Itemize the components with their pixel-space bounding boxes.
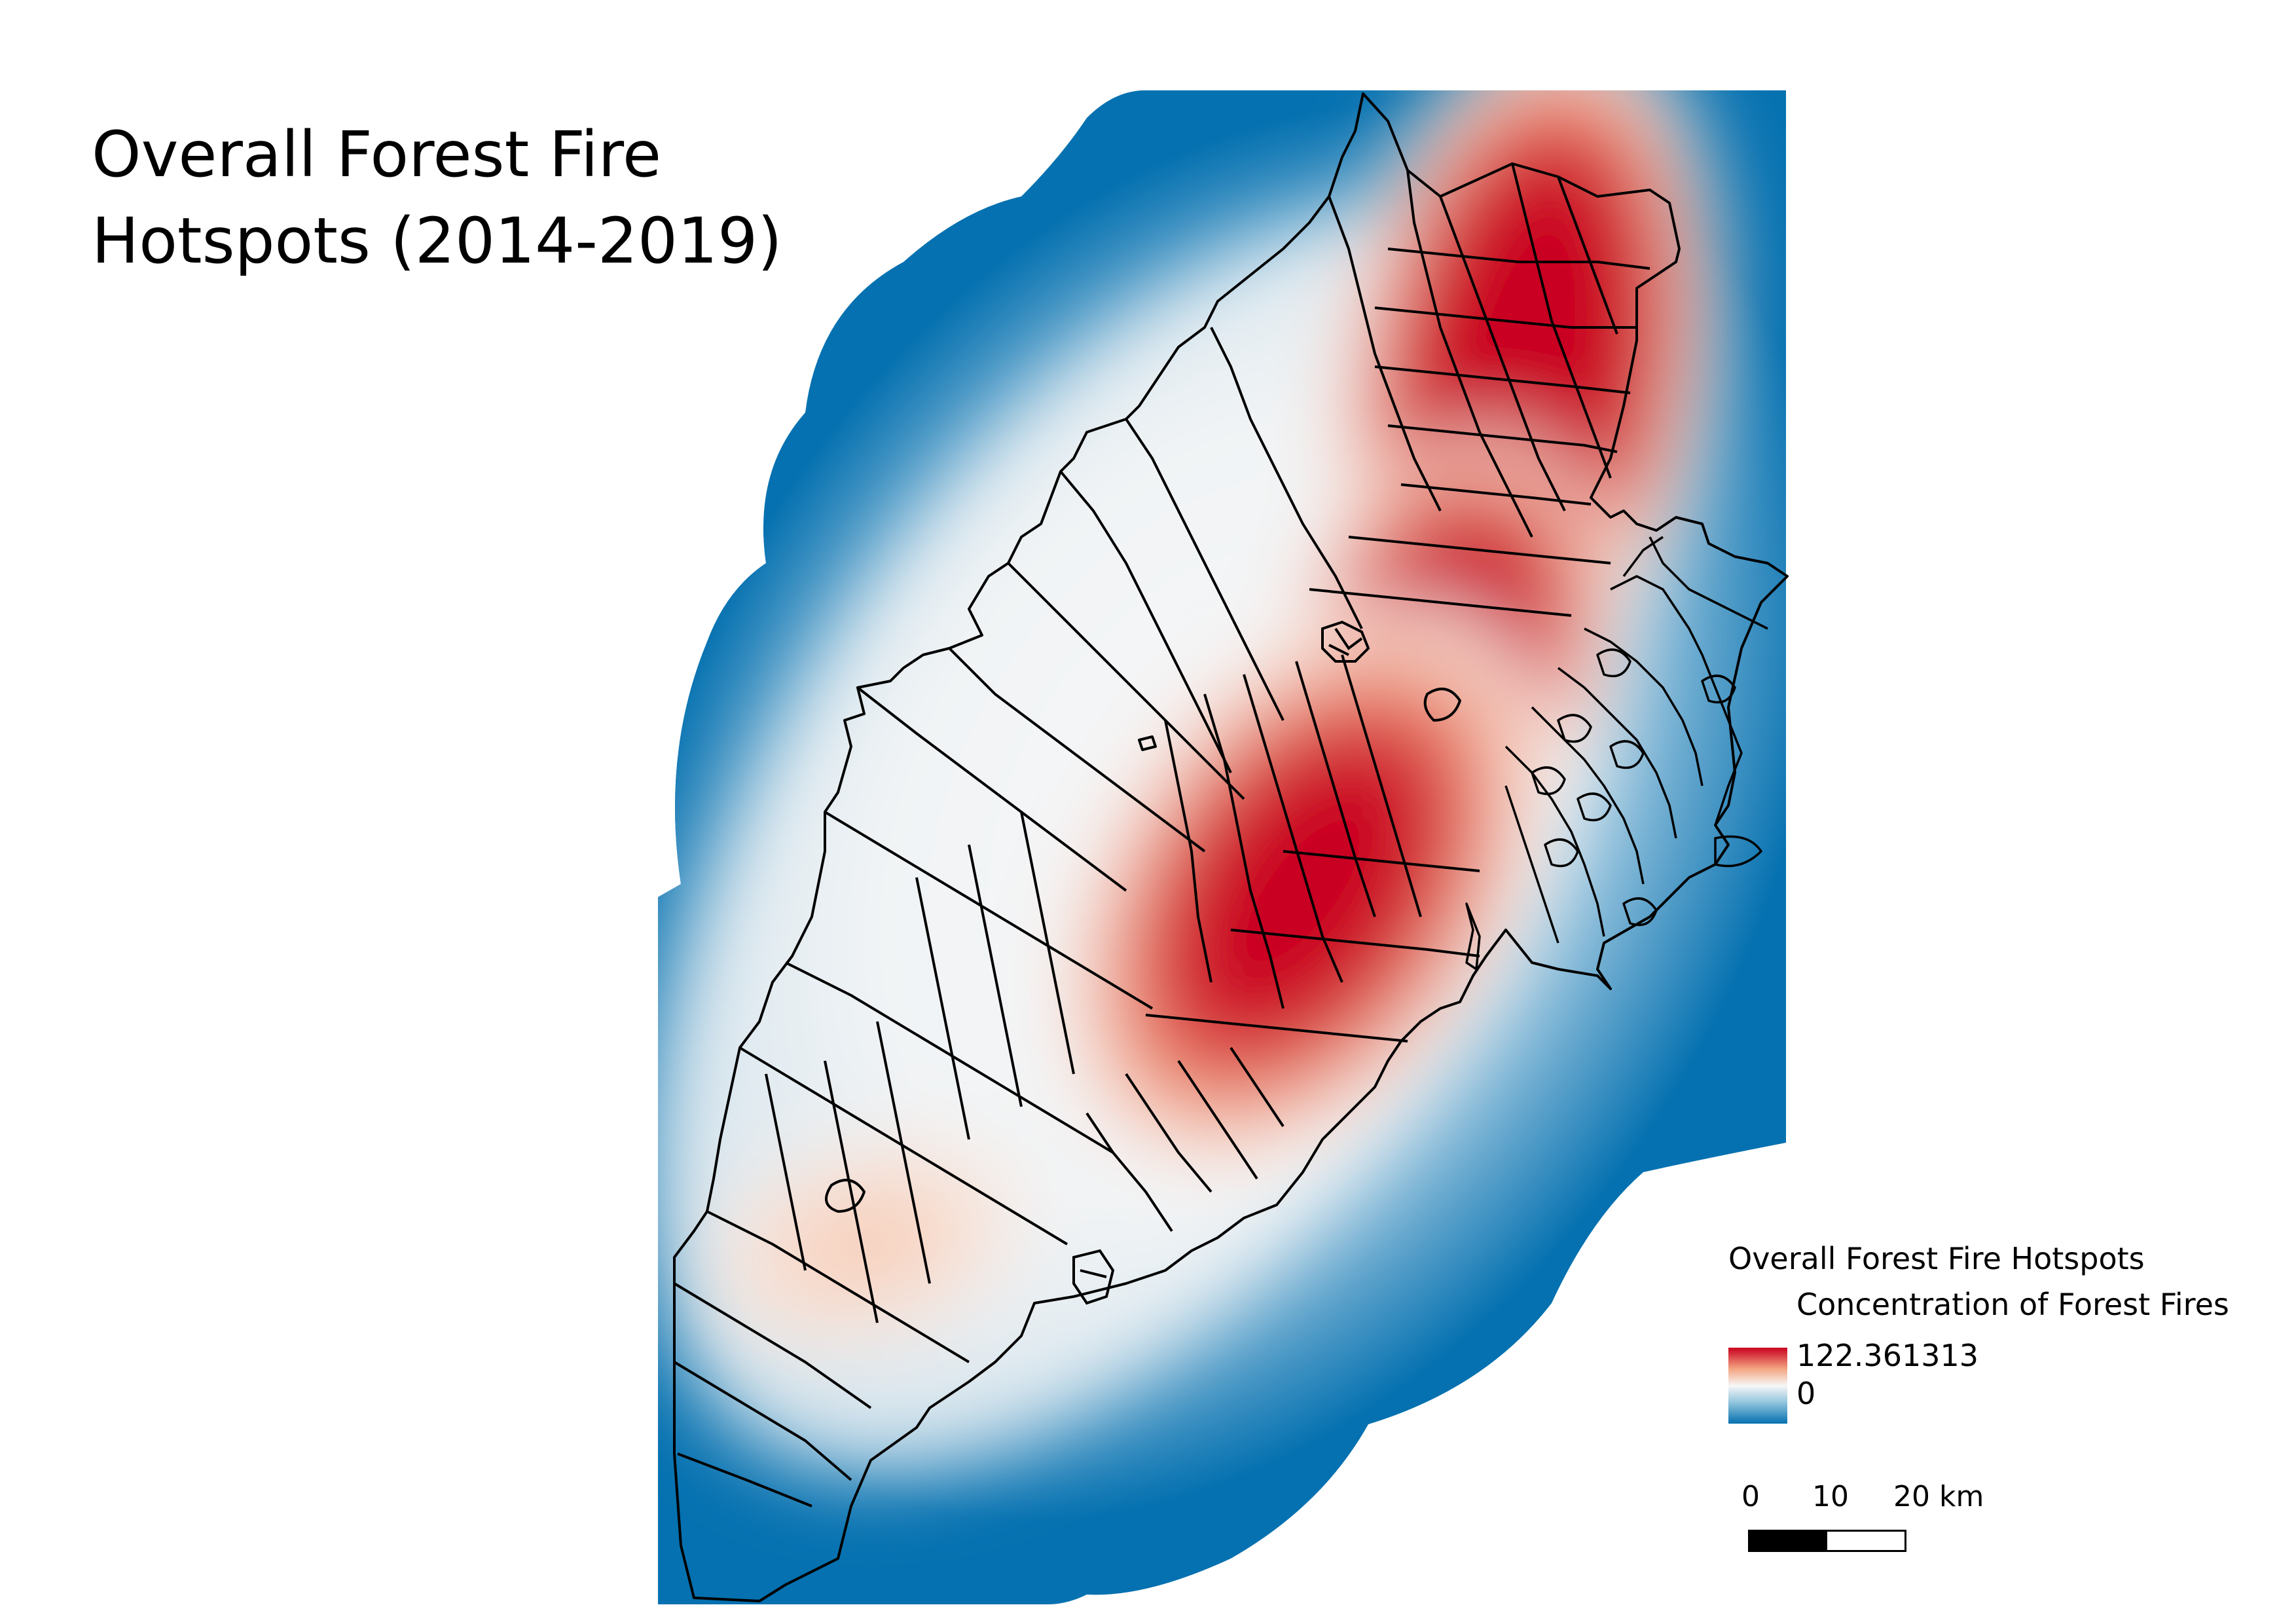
legend-band-name: Concentration of Forest Fires [1796,1287,2229,1322]
scale-label-10: 10 [1812,1480,1849,1513]
scale-label-20: 20 km [1893,1480,1984,1513]
scale-segment-white [1827,1532,1904,1550]
scale-bar-graphic [1748,1530,1906,1552]
map-title: Overall Forest Fire Hotspots (2014-2019) [92,111,812,284]
legend-max-value: 122.361313 [1796,1338,1979,1373]
district-boundaries [673,92,1789,1602]
map-title-line2: Hotspots (2014-2019) [92,204,782,278]
legend-layer-name: Overall Forest Fire Hotspots [1728,1241,2145,1276]
delta-coastline [1465,536,1768,970]
scale-label-0: 0 [1741,1480,1760,1513]
capital-cluster [1072,620,1370,1305]
legend-min-value: 0 [1796,1376,1816,1411]
region-outline [673,92,1789,1602]
legend-color-ramp [1728,1348,1787,1424]
scale-segment-black [1750,1532,1827,1550]
map-title-line1: Overall Forest Fire [92,118,662,191]
